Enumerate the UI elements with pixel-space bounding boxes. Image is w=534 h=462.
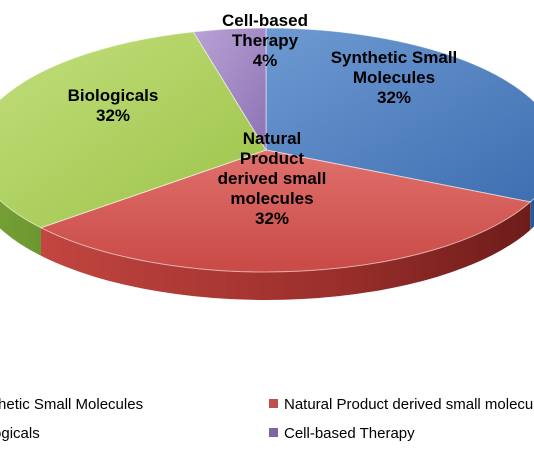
pie-slices [0,27,534,273]
pie-side-2 [41,201,531,300]
slice-label-2: Natural Product derived small molecules 32% [218,129,327,228]
legend-swatch-4 [269,428,278,437]
slice-label-1: Synthetic Small Molecules 32% [331,48,458,107]
pie-side-1 [530,198,534,230]
pie-slice-1 [265,27,534,203]
legend-label-1: Synthetic Small Molecules [0,396,143,413]
slice-label-4: Cell-based Therapy 4% [222,11,308,70]
legend-label-2: Natural Product derived small molecules [284,396,534,413]
pie-side-3 [0,200,42,256]
legend-swatch-2 [269,399,278,408]
legend: Synthetic Small Molecules Natural Product… [0,396,534,442]
slice-label-3: Biologicals 32% [68,86,159,125]
legend-label-3: Biologicals [0,425,40,442]
pie-slice-2 [39,149,532,273]
pie-slice-4 [192,27,267,152]
legend-label-4: Cell-based Therapy [284,425,415,442]
pie-slice-labels: Synthetic Small Molecules 32%Natural Produc… [68,11,458,228]
pie-side-walls [0,198,534,300]
pie-slice-3 [0,31,267,229]
